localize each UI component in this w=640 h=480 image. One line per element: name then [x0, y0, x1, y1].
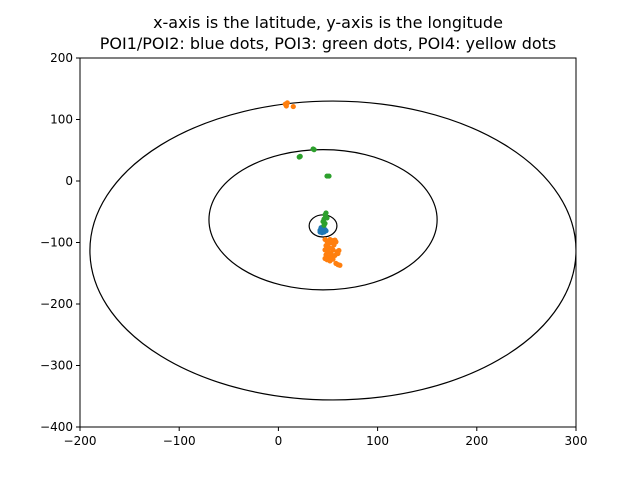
- x-tick-label: 100: [366, 434, 389, 448]
- series-2-point-27: [335, 250, 341, 257]
- chart-title-line-1: x-axis is the latitude, y-axis is the lo…: [153, 13, 503, 32]
- series-3-point-13: [323, 210, 329, 216]
- series-3-point-4: [297, 153, 303, 159]
- x-tick-label: 200: [465, 434, 488, 448]
- series-3-point-6: [326, 173, 332, 179]
- y-tick-label: 0: [65, 174, 73, 188]
- y-tick-label: −100: [40, 236, 73, 250]
- y-tick-label: 100: [50, 113, 73, 127]
- series-1-point-12: [323, 228, 329, 234]
- series-1-point-11: [317, 229, 323, 235]
- x-tick-label: 0: [275, 434, 283, 448]
- x-tick-label: 300: [565, 434, 588, 448]
- y-tick-label: −300: [40, 359, 73, 373]
- series-2-point-31: [330, 256, 336, 262]
- series-3-point-12: [321, 222, 327, 228]
- series-2-point-34: [337, 262, 343, 268]
- y-tick-label: −400: [40, 420, 73, 434]
- chart-title-line-2: POI1/POI2: blue dots, POI3: green dots, …: [100, 34, 557, 53]
- x-tick-label: −100: [163, 434, 196, 448]
- series-2-point-20: [330, 247, 336, 253]
- x-tick-label: −200: [64, 434, 97, 448]
- series-2-point-4: [290, 103, 296, 110]
- y-tick-label: 200: [50, 51, 73, 65]
- x-axis: −200 −100 0 100 200 300: [64, 427, 588, 448]
- series-2-point-3: [284, 100, 290, 106]
- y-axis: −400 −300 −200 −100 0 100 200: [40, 51, 80, 434]
- series-3-point-2: [311, 147, 317, 153]
- y-tick-label: −200: [40, 297, 73, 311]
- circle-2: [208, 149, 438, 291]
- points-group: [282, 100, 343, 268]
- series-2-point-16: [333, 239, 339, 245]
- series-3-point-14: [324, 215, 330, 221]
